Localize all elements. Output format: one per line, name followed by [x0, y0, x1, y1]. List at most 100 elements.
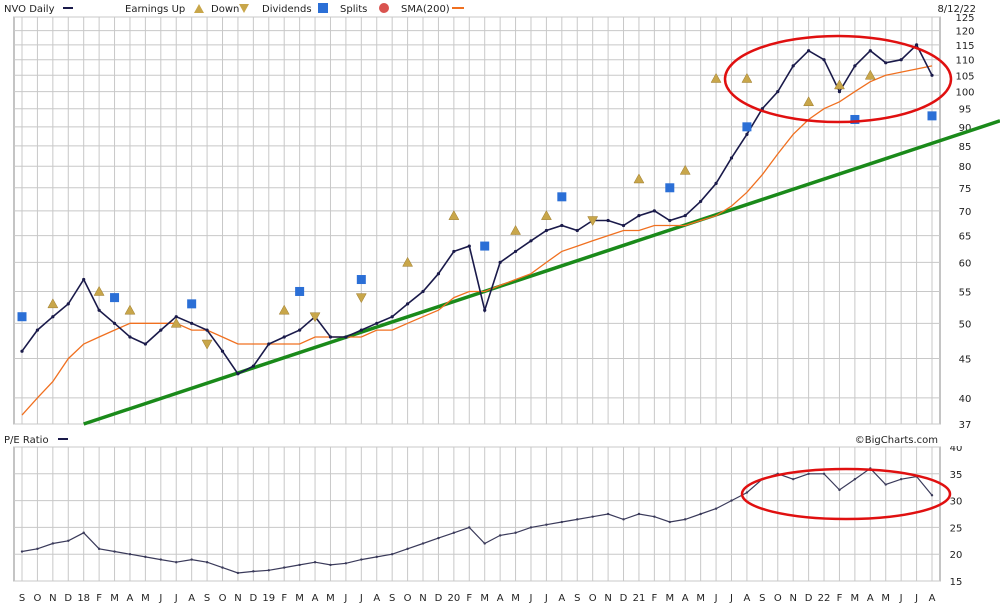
- pe-point: [329, 563, 332, 567]
- x-tick-label: J: [343, 593, 347, 604]
- earnings-up-marker: [710, 72, 722, 83]
- y-tick-label: 80: [959, 162, 972, 173]
- x-tick-label: M: [696, 593, 705, 604]
- pe-grid: [14, 446, 940, 582]
- x-tick-label: A: [312, 593, 319, 604]
- price-point: [20, 349, 24, 353]
- price-point: [97, 308, 101, 312]
- legend-sma-label: SMA(200): [401, 4, 450, 15]
- y-tick-label: 40: [959, 394, 972, 405]
- x-tick-label: J: [174, 593, 178, 604]
- y-tick-label: 85: [959, 142, 972, 153]
- pe-point: [545, 523, 548, 526]
- dividend-marker: [850, 114, 860, 124]
- price-point: [560, 223, 564, 228]
- pe-point: [406, 547, 409, 551]
- price-highlight-ellipse: [723, 34, 953, 124]
- x-tick-label: D: [64, 593, 72, 604]
- x-tick-label: 22: [818, 593, 831, 604]
- x-tick-label: F: [837, 593, 843, 604]
- earnings-up-marker: [540, 210, 552, 220]
- pe-point: [344, 562, 348, 565]
- pe-point: [714, 507, 718, 510]
- pe-point: [884, 483, 887, 486]
- earnings-up-marker: [864, 69, 876, 80]
- pe-point: [36, 547, 39, 551]
- price-y-axis: 125 120 115 110 105 100 95 90 85 80 75 70 65 60 55 50 45…: [955, 13, 974, 431]
- earnings-up-marker: [741, 72, 753, 83]
- x-tick-label: A: [497, 593, 504, 604]
- earnings-up-marker: [510, 225, 521, 235]
- x-tick-label: O: [33, 593, 41, 604]
- price-point: [914, 43, 919, 47]
- price-point: [637, 214, 641, 218]
- earnings-up-marker: [170, 317, 182, 328]
- price-point: [128, 335, 132, 339]
- pe-point: [591, 515, 594, 518]
- x-tick-label: J: [529, 593, 533, 604]
- dividend-marker: [187, 299, 197, 309]
- x-tick-label: N: [234, 593, 241, 604]
- x-tick-label: M: [326, 593, 335, 604]
- price-line: [21, 43, 933, 375]
- pe-point: [82, 531, 85, 534]
- earnings-down-marker: [201, 339, 213, 350]
- pe-title: P/E Ratio: [4, 435, 49, 446]
- pe-header-strip: [0, 432, 1000, 446]
- price-point: [405, 302, 410, 306]
- x-tick-label: S: [574, 593, 580, 604]
- price-point: [714, 181, 718, 185]
- pe-point: [807, 472, 810, 475]
- price-point: [776, 90, 780, 94]
- earnings-up-icon: [194, 4, 204, 13]
- price-point: [375, 321, 379, 325]
- earnings-up-marker: [47, 298, 59, 309]
- pe-point: [313, 561, 317, 564]
- price-point: [344, 335, 348, 339]
- x-tick-label: M: [881, 593, 890, 604]
- price-point: [621, 223, 626, 228]
- y-tick-label: 40: [950, 443, 963, 454]
- price-point: [513, 249, 518, 254]
- pe-point: [838, 488, 841, 492]
- x-tick-label: 20: [447, 593, 460, 604]
- y-tick-label: 65: [959, 232, 972, 243]
- price-point: [837, 90, 842, 94]
- pe-point: [97, 547, 101, 551]
- pe-point: [745, 491, 749, 494]
- pe-point: [791, 477, 795, 481]
- price-point: [298, 328, 302, 332]
- x-tick-label: 19: [262, 593, 275, 604]
- x-tick-label: A: [373, 593, 380, 604]
- x-tick-label: M: [110, 593, 119, 604]
- x-tick-label: M: [511, 593, 520, 604]
- earnings-up-marker: [278, 304, 290, 315]
- y-tick-label: 50: [959, 319, 972, 330]
- x-tick-label: D: [805, 593, 813, 604]
- pe-point: [390, 553, 394, 556]
- price-point: [112, 321, 117, 325]
- pe-point: [514, 531, 517, 534]
- pe-point: [67, 539, 70, 542]
- price-point: [853, 64, 857, 68]
- price-point: [190, 321, 194, 325]
- x-tick-label: O: [589, 593, 597, 604]
- legend-earnings-up-label: Earnings Up: [125, 4, 185, 15]
- pe-point: [653, 515, 656, 518]
- dividend-marker: [17, 312, 27, 322]
- pe-panel: [13, 446, 941, 582]
- y-tick-label: 35: [950, 470, 963, 481]
- split-icon: [379, 3, 389, 13]
- price-point: [267, 342, 271, 346]
- price-point: [930, 73, 934, 77]
- x-tick-label: J: [714, 593, 718, 604]
- earnings-up-marker: [124, 304, 136, 315]
- pe-point: [899, 477, 903, 481]
- price-point: [452, 249, 456, 254]
- price-point: [483, 308, 487, 312]
- y-tick-label: 120: [955, 27, 974, 38]
- y-tick-label: 30: [950, 497, 963, 508]
- pe-point: [637, 512, 641, 516]
- y-tick-label: 60: [959, 258, 972, 269]
- price-point: [884, 61, 888, 65]
